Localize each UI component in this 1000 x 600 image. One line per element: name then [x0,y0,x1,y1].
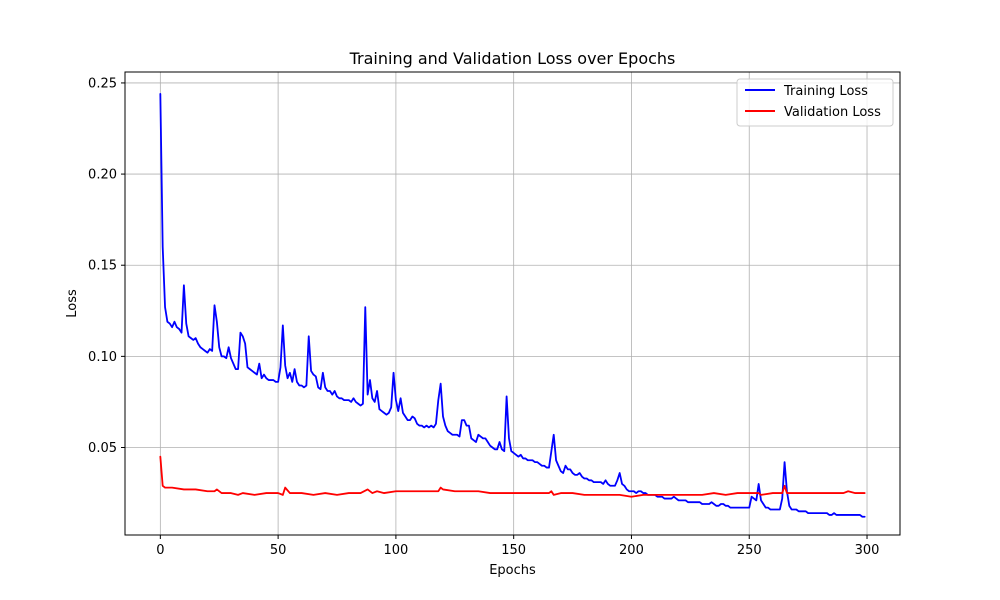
chart-title: Training and Validation Loss over Epochs [349,49,676,68]
x-tick-label: 0 [156,543,164,558]
series-lines [159,92,866,518]
legend-label-validation: Validation Loss [784,105,881,120]
x-tick-label: 150 [501,543,526,558]
plot-frame [124,71,901,536]
validation-loss-line [159,455,866,498]
x-tick-label: 100 [383,543,408,558]
x-tick-label: 50 [270,543,287,558]
legend-label-training: Training Loss [783,84,868,99]
y-tick-label: 0.20 [88,168,117,183]
grid [125,72,900,535]
x-tick-label: 200 [619,543,644,558]
y-tick-label: 0.15 [88,259,117,274]
x-tick-label: 300 [855,543,880,558]
legend: Training Loss Validation Loss [736,78,894,127]
y-axis-label: Loss [65,289,80,318]
x-axis-label: Epochs [489,563,536,578]
training-loss-line [159,92,866,518]
y-tick-label: 0.10 [88,350,117,365]
y-tick-label: 0.05 [88,441,117,456]
x-tick-label: 250 [737,543,762,558]
legend-box [736,78,894,127]
axis-ticks: 0 50 100 150 200 250 300 0.05 0.10 0.15 0.20 0.25 [88,76,879,558]
y-tick-label: 0.25 [88,76,117,91]
